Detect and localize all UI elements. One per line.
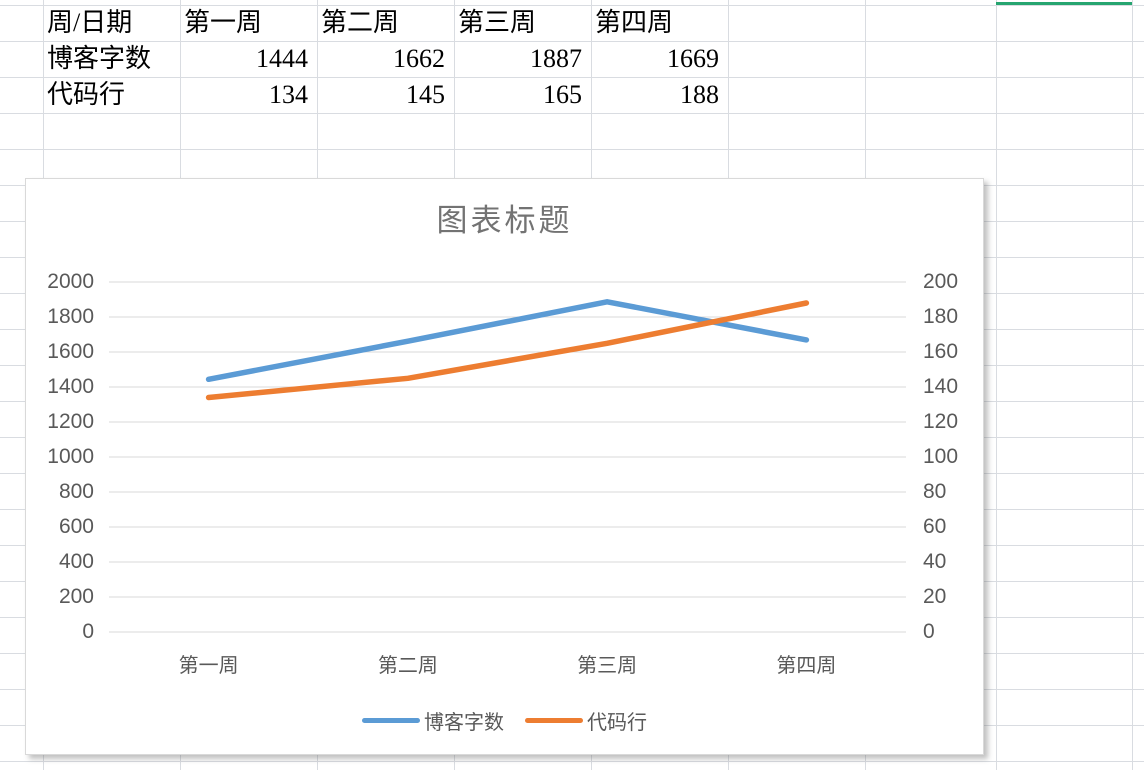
x-axis-label: 第一周 — [178, 655, 239, 677]
left-axis-tick: 800 — [58, 480, 94, 503]
series-line-0[interactable] — [205, 299, 810, 383]
left-axis-tick: 1800 — [47, 305, 94, 328]
legend-item-1[interactable]: 代码行 — [525, 706, 647, 735]
header-cell[interactable]: 第四周 — [595, 8, 674, 37]
left-axis-tick: 2000 — [47, 270, 94, 293]
selected-cell-border — [996, 2, 1132, 5]
header-cell[interactable]: 周/日期 — [47, 8, 133, 37]
x-axis-label: 第二周 — [377, 655, 438, 677]
legend-label: 代码行 — [587, 712, 647, 734]
right-axis-tick: 20 — [923, 585, 947, 608]
value-cell[interactable]: 1887 — [530, 44, 582, 73]
sheet-column-line — [996, 0, 997, 770]
legend-label: 博客字数 — [424, 712, 504, 734]
left-axis-tick: 1600 — [47, 340, 94, 363]
left-axis-tick: 1000 — [47, 445, 94, 468]
left-axis-tick: 400 — [58, 550, 94, 573]
right-axis-tick: 140 — [923, 375, 959, 398]
header-cell[interactable]: 第二周 — [321, 8, 400, 37]
row-label-cell[interactable]: 博客字数 — [47, 44, 152, 73]
sheet-column-line — [1132, 0, 1133, 770]
value-cell[interactable]: 165 — [543, 80, 582, 109]
value-cell[interactable]: 1444 — [256, 44, 308, 73]
chart-title: 图表标题 — [436, 203, 573, 238]
x-axis-label: 第四周 — [776, 655, 837, 677]
legend-swatch — [362, 718, 420, 723]
value-cell[interactable]: 145 — [406, 80, 445, 109]
header-cell[interactable]: 第一周 — [184, 8, 263, 37]
value-cell[interactable]: 1662 — [393, 44, 445, 73]
value-cell[interactable]: 134 — [269, 80, 308, 109]
right-axis-tick: 160 — [923, 340, 959, 363]
data-table: 周/日期 第一周 第二周 第三周 第四周博客字数 1444 1662 1887 1669 代码行 1… — [43, 5, 728, 113]
chart-legend: 博客字数 代码行 — [26, 706, 983, 735]
header-cell[interactable]: 第三周 — [458, 8, 537, 37]
chart-panel[interactable]: 图表标题 2000 1800 1600 1400 1200 1000 800 600 400 20… — [25, 178, 984, 755]
legend-item-0[interactable]: 博客字数 — [362, 706, 504, 735]
value-cell[interactable]: 1669 — [667, 44, 719, 73]
left-axis-tick: 200 — [58, 585, 94, 608]
left-axis-tick: 600 — [58, 515, 94, 538]
right-axis-tick: 60 — [923, 515, 947, 538]
row-label-cell[interactable]: 代码行 — [47, 80, 126, 109]
x-axis-label: 第三周 — [577, 655, 638, 677]
series-line-1[interactable] — [205, 300, 810, 401]
right-axis-tick: 100 — [923, 445, 959, 468]
left-axis-tick: 1400 — [47, 375, 94, 398]
right-axis-tick: 180 — [923, 305, 959, 328]
left-axis-tick: 0 — [82, 620, 94, 643]
legend-swatch — [525, 718, 583, 723]
plot-area — [109, 281, 906, 633]
right-axis-tick: 120 — [923, 410, 959, 433]
right-axis-tick: 80 — [923, 480, 947, 503]
right-axis-tick: 200 — [923, 270, 959, 293]
right-axis-tick: 40 — [923, 550, 947, 573]
value-cell[interactable]: 188 — [680, 80, 719, 109]
right-axis-tick: 0 — [923, 620, 935, 643]
left-axis-tick: 1200 — [47, 410, 94, 433]
